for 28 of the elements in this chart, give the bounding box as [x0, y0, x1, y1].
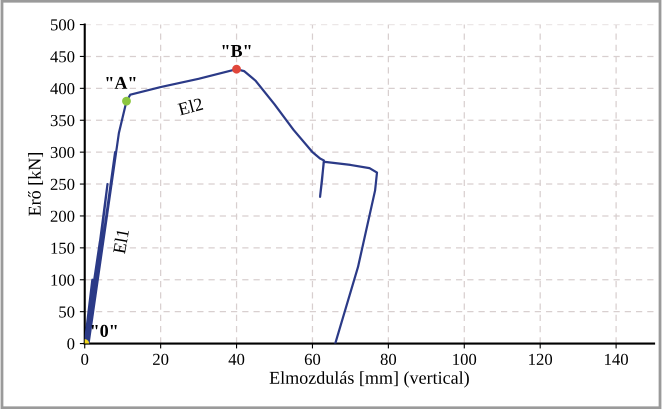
y-tick-label: 150: [51, 242, 74, 254]
x-tick-label: 80: [380, 354, 396, 366]
x-tick-label: 140: [605, 354, 628, 366]
x-tick-label: 60: [304, 354, 320, 366]
x-axis-title: Elmozdulás [mm] (vertical): [270, 371, 469, 388]
annotation: "0": [92, 324, 117, 337]
x-tick-label: 120: [529, 354, 552, 366]
y-tick-label: 250: [50, 178, 74, 190]
y-tick-label: 400: [50, 83, 74, 94]
y-tick-label: 0: [67, 338, 74, 350]
y-tick-label: 350: [50, 114, 74, 126]
y-tick-label: 500: [50, 19, 74, 30]
y-tick-label: 300: [50, 146, 74, 158]
point: [232, 64, 241, 74]
annotation: El2: [177, 97, 204, 116]
y-tick-label: 450: [50, 51, 74, 62]
y-tick-label: 50: [59, 306, 74, 318]
x-tick-label: 0: [81, 354, 88, 366]
annotation: "A": [106, 76, 136, 89]
annotation: El1: [112, 228, 129, 254]
x-tick-label: 100: [453, 354, 476, 366]
y-tick-label: 200: [50, 210, 74, 222]
x-tick-label: 20: [153, 354, 168, 366]
x-tick-label: 40: [228, 354, 244, 366]
annotation: "B": [222, 45, 251, 57]
point: [122, 96, 131, 106]
y-tick-label: 100: [51, 274, 74, 286]
y-axis-title: Erő [kN]: [28, 153, 44, 216]
